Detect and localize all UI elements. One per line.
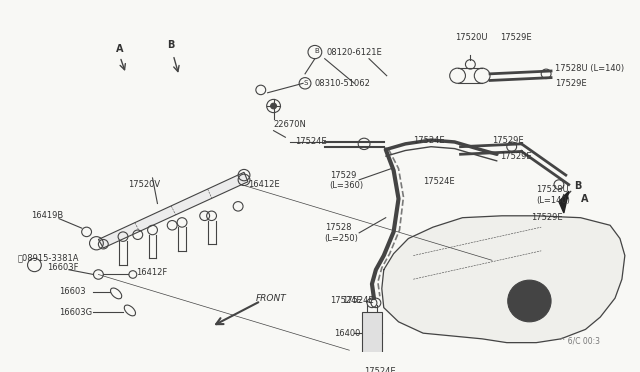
Polygon shape: [382, 216, 625, 343]
Text: B: B: [167, 41, 175, 51]
Text: B: B: [314, 48, 319, 54]
Text: 17528U (L=140): 17528U (L=140): [555, 64, 624, 73]
Text: 08120-6121E: 08120-6121E: [326, 48, 383, 57]
Text: 16603F: 16603F: [47, 263, 79, 272]
Text: 17524E: 17524E: [342, 296, 374, 305]
Text: (L=250): (L=250): [324, 234, 358, 243]
Text: 16400: 16400: [335, 329, 361, 338]
Text: 17528: 17528: [324, 223, 351, 232]
Text: 17529E: 17529E: [531, 213, 563, 222]
Polygon shape: [99, 172, 248, 248]
Text: 22670N: 22670N: [273, 121, 307, 129]
Text: 17529: 17529: [330, 171, 356, 180]
Text: 17520U: 17520U: [454, 33, 487, 42]
Text: ^ 6/C 00:3: ^ 6/C 00:3: [559, 336, 600, 345]
Text: 17529E: 17529E: [500, 33, 531, 42]
Text: A: A: [116, 44, 124, 54]
Text: 17524E: 17524E: [413, 135, 445, 145]
Text: 16603: 16603: [59, 287, 86, 296]
Text: 17528U: 17528U: [536, 185, 569, 194]
Text: FRONT: FRONT: [256, 294, 287, 303]
Text: 17529E: 17529E: [500, 152, 531, 161]
Text: 17524E: 17524E: [330, 296, 362, 305]
Text: 17524E: 17524E: [423, 177, 455, 186]
Bar: [362, 312, 382, 355]
Text: B: B: [573, 182, 581, 192]
Text: 17524E: 17524E: [295, 138, 327, 147]
Text: 08310-51062: 08310-51062: [315, 79, 371, 88]
Text: 16419B: 16419B: [31, 211, 64, 220]
Text: 17520V: 17520V: [128, 180, 160, 189]
Text: 16603G: 16603G: [59, 308, 92, 317]
Text: 17529E: 17529E: [555, 79, 587, 88]
Text: A: A: [580, 194, 588, 204]
Text: 16412E: 16412E: [248, 180, 280, 189]
Polygon shape: [559, 191, 569, 213]
Text: (L=360): (L=360): [330, 181, 364, 190]
Circle shape: [271, 103, 276, 109]
Text: 17529E: 17529E: [492, 135, 524, 145]
Text: S: S: [304, 80, 308, 86]
Text: 17524E: 17524E: [364, 366, 396, 372]
Text: Ⓦ08915-3381A: Ⓦ08915-3381A: [18, 253, 79, 262]
Circle shape: [508, 280, 551, 322]
Text: 16412F: 16412F: [136, 268, 167, 277]
Text: (L=140): (L=140): [536, 196, 570, 205]
